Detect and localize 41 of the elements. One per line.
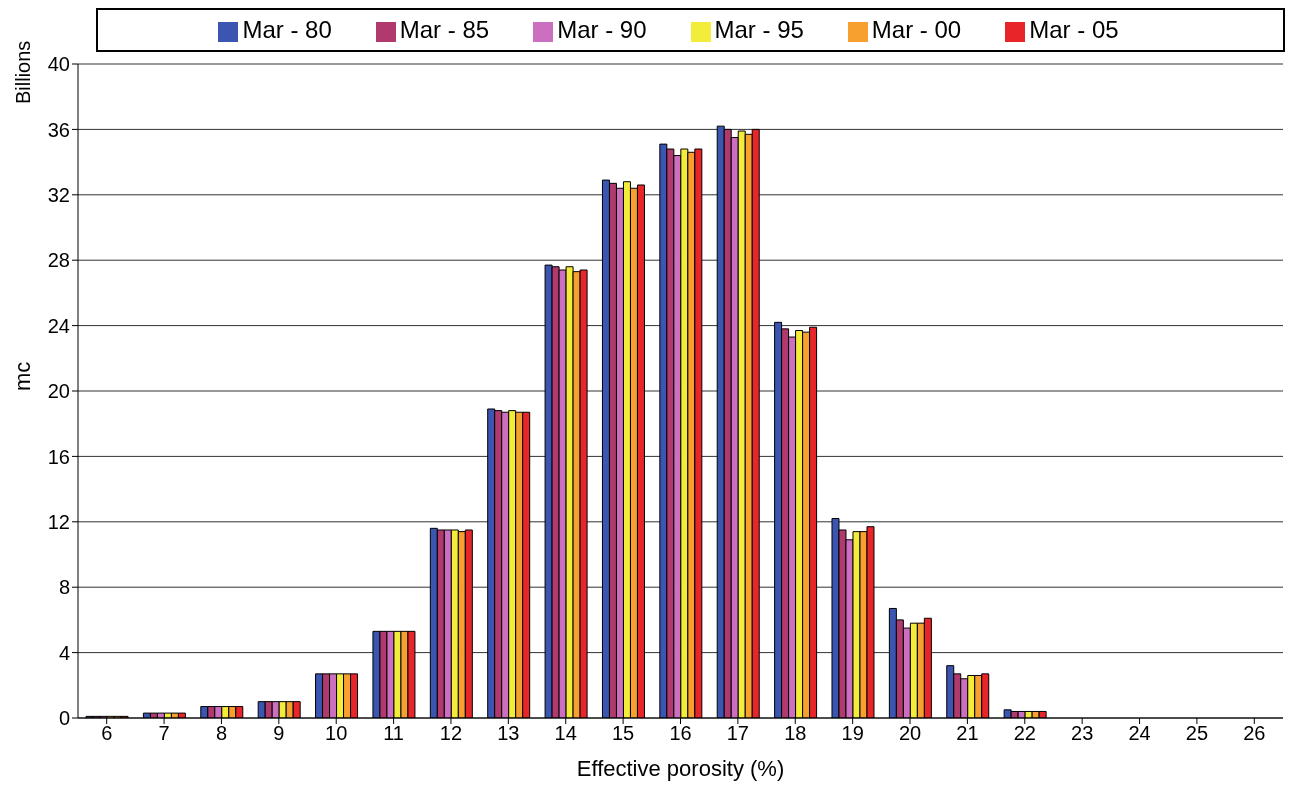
x-tick-label: 17 (726, 722, 750, 745)
x-tick-label: 9 (273, 722, 285, 745)
legend-label: Mar - 95 (714, 16, 804, 43)
x-axis-title: Effective porosity (%) (576, 756, 785, 781)
x-tick-label: 11 (383, 722, 404, 745)
legend-label: Mar - 90 (557, 16, 647, 43)
x-tick-label: 18 (784, 722, 807, 745)
y-tick-label: 12 (47, 510, 70, 533)
y-tick-label: 20 (47, 380, 70, 403)
y-tick-label: 24 (47, 314, 70, 337)
x-tick-label: 15 (611, 722, 635, 745)
y-tick-label: 36 (47, 118, 70, 141)
x-tick-label: 14 (554, 722, 577, 745)
y-tick-label: 4 (58, 641, 70, 664)
x-tick-label: 25 (1185, 722, 1209, 745)
x-tick-label: 20 (898, 722, 922, 745)
x-tick-label: 13 (497, 722, 520, 745)
x-tick-label: 8 (215, 722, 228, 745)
y-tick-label: 28 (47, 249, 70, 272)
x-tick-label: 6 (101, 722, 113, 745)
x-tick-label: 26 (1243, 722, 1266, 745)
legend-label: Mar - 05 (1029, 16, 1119, 43)
x-tick-label: 10 (325, 722, 348, 745)
x-tick-label: 19 (841, 722, 864, 745)
y-tick-label: 32 (47, 183, 70, 206)
y-tick-label: 40 (47, 53, 70, 76)
y-tick-label: 8 (58, 576, 70, 599)
x-tick-label: 23 (1071, 722, 1094, 745)
x-tick-label: 24 (1128, 722, 1151, 745)
legend-label: Mar - 80 (242, 16, 332, 43)
x-tick-label: 7 (158, 722, 170, 745)
y-tick-label: 16 (47, 445, 70, 468)
legend-label: Mar - 00 (871, 16, 962, 43)
x-tick-label: 22 (1013, 722, 1036, 745)
x-tick-label: 21 (956, 722, 979, 745)
text: Billions (12, 40, 35, 104)
y-tick-label: 0 (58, 707, 70, 730)
y-axis-title: mc (9, 361, 35, 391)
x-tick-label: 12 (439, 722, 463, 745)
legend-label: Mar - 85 (399, 16, 490, 43)
x-tick-label: 16 (669, 722, 692, 745)
